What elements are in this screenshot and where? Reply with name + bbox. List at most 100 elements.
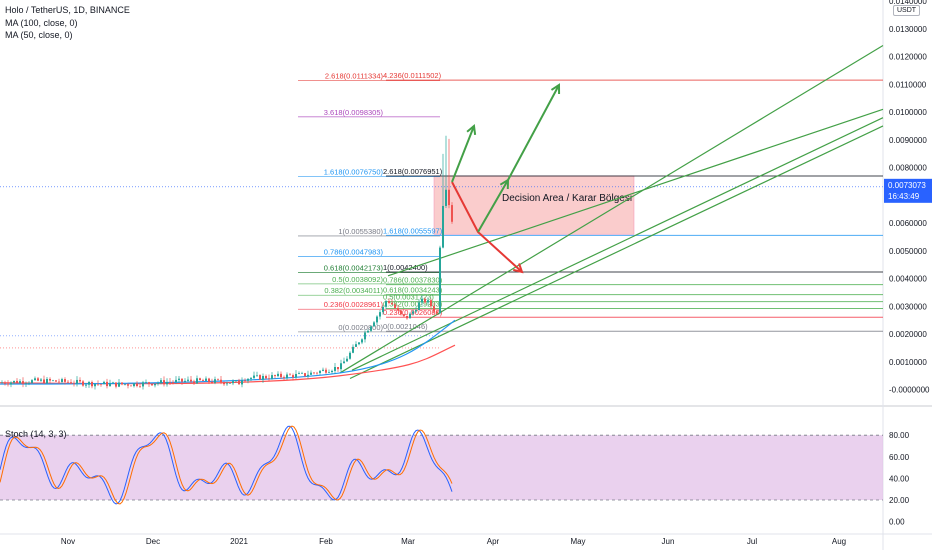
candle-body <box>250 377 252 379</box>
fib-left-label: 0.236(0.0028961) <box>324 300 384 309</box>
time-tick-label: 2021 <box>230 537 248 546</box>
candle-body <box>379 312 381 317</box>
candle-body <box>172 382 174 383</box>
price-tick-label: 0.0080000 <box>889 164 927 173</box>
candle-body <box>148 382 150 384</box>
candle-body <box>19 381 21 384</box>
candle-body <box>40 379 42 381</box>
time-tick-label: Apr <box>487 537 500 546</box>
candle-body <box>358 342 360 345</box>
candle-body <box>436 311 438 314</box>
candle-body <box>397 307 399 311</box>
candle-body <box>43 379 45 384</box>
price-tick-label: 0.0060000 <box>889 219 927 228</box>
candle-body <box>118 382 120 387</box>
candle-body <box>220 379 222 383</box>
candle-body <box>196 378 198 384</box>
candle-body <box>439 247 441 314</box>
stoch-legend[interactable]: Stoch (14, 3, 3) <box>5 429 67 439</box>
fib-right-label: 0.5(0.0031723) <box>383 293 434 302</box>
candle-body <box>262 375 264 380</box>
candle-body <box>400 310 402 315</box>
ma100-legend[interactable]: MA (100, close, 0) <box>5 18 78 28</box>
candle-body <box>403 314 405 316</box>
candle-body <box>406 315 408 319</box>
trend-channel <box>339 44 884 380</box>
candle-body <box>16 380 18 384</box>
fib-left-label: 0.786(0.0047983) <box>324 247 384 256</box>
price-tick-label: 0.0050000 <box>889 247 927 256</box>
time-tick-label: Nov <box>61 537 75 546</box>
time-tick-label: Aug <box>832 537 846 546</box>
candle-body <box>298 373 300 374</box>
stoch-tick-label: 80.00 <box>889 431 910 440</box>
ma100-line <box>0 344 456 385</box>
candle-body <box>424 298 426 303</box>
candle-body <box>259 375 261 380</box>
candle-body <box>10 382 12 385</box>
candle-body <box>349 352 351 359</box>
candle-body <box>184 380 186 382</box>
channel-line <box>387 108 884 277</box>
price-tick-label: 0.0090000 <box>889 136 927 145</box>
candle-body <box>361 339 363 343</box>
fib-right-label: 1(0.0042400) <box>383 263 428 272</box>
candle-body <box>313 372 315 374</box>
stoch-tick-label: 60.00 <box>889 453 910 462</box>
candles <box>1 135 453 390</box>
candle-body <box>37 378 39 381</box>
currency-button[interactable]: USDT <box>893 5 921 16</box>
candle-body <box>91 382 93 387</box>
candle-body <box>112 382 114 384</box>
candle-body <box>319 370 321 374</box>
stoch-tick-label: 20.00 <box>889 496 910 505</box>
candle-body <box>142 382 144 387</box>
candle-body <box>433 306 435 312</box>
price-tick-label: 0.0030000 <box>889 302 927 311</box>
price-label-box <box>884 178 932 203</box>
candle-body <box>82 381 84 386</box>
candle-body <box>346 358 348 362</box>
candle-body <box>301 373 303 374</box>
price-label-value: 0.0073073 <box>888 181 926 190</box>
candle-body <box>217 379 219 380</box>
candle-body <box>49 378 51 381</box>
candle-body <box>100 384 102 385</box>
fib-left-label: 0.618(0.0042173) <box>324 264 384 273</box>
price-tick-label: 0.0010000 <box>889 358 927 367</box>
candle-body <box>367 330 369 333</box>
candle-body <box>304 373 306 377</box>
candle-body <box>355 344 357 347</box>
candle-body <box>430 300 432 307</box>
candle-body <box>265 375 267 379</box>
candle-body <box>244 380 246 382</box>
candle-body <box>388 301 390 303</box>
price-tick-label: 0.0130000 <box>889 25 927 34</box>
candle-body <box>199 378 201 381</box>
candle-body <box>448 189 450 206</box>
stoch-k-line <box>0 425 453 505</box>
candle-body <box>169 382 171 383</box>
candle-body <box>178 378 180 380</box>
candle-body <box>58 381 60 383</box>
candle-body <box>427 300 429 303</box>
candle-body <box>295 373 297 378</box>
candle-body <box>154 383 156 386</box>
fib-right-label: 0(0.0021046) <box>383 322 428 331</box>
candle-body <box>73 383 75 385</box>
stoch-axis: 80.00 60.00 40.00 20.00 0.00 <box>889 431 910 526</box>
candle-body <box>418 302 420 311</box>
candle-body <box>226 383 228 385</box>
ma50-legend[interactable]: MA (50, close, 0) <box>5 30 73 40</box>
candle-body <box>223 382 225 385</box>
time-axis: Nov Dec 2021 Feb Mar Apr May Jun Jul Aug <box>61 537 846 546</box>
stoch-tick-label: 0.00 <box>889 518 905 527</box>
candle-body <box>253 375 255 378</box>
fib-left-label: 3.618(0.0098305) <box>324 108 384 117</box>
candle-body <box>7 383 9 385</box>
candle-body <box>373 322 375 327</box>
candle-body <box>139 386 141 387</box>
candle-body <box>337 367 339 370</box>
candle-body <box>13 380 15 383</box>
